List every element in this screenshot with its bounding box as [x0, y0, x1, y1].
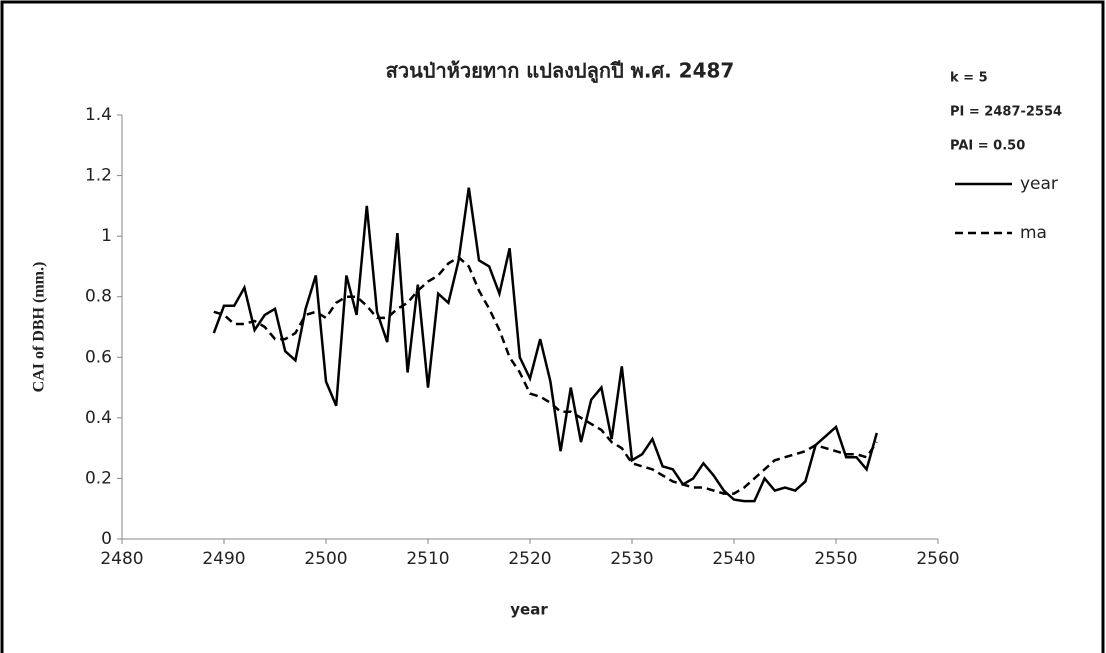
y-tick-label: 1: [101, 226, 112, 246]
x-tick-label: 2560: [916, 549, 959, 569]
series-line: [213, 255, 878, 495]
annotation: k = 5: [950, 71, 988, 86]
x-tick-label: 2480: [100, 549, 143, 569]
x-axis-label: year: [510, 601, 548, 619]
x-tick-label: 2520: [508, 549, 551, 569]
legend-label: year: [1020, 174, 1058, 194]
x-tick-label: 2490: [202, 549, 245, 569]
y-axis-label: CAI of DBH (mm.): [31, 262, 48, 393]
y-tick-label: 0.6: [85, 347, 112, 367]
y-tick-label: 0.2: [85, 468, 112, 488]
x-tick-label: 2530: [610, 549, 653, 569]
legend-label: ma: [1020, 223, 1047, 243]
x-tick-label: 2540: [712, 549, 755, 569]
y-tick-label: 0.4: [85, 408, 112, 428]
x-tick-label: 2500: [304, 549, 347, 569]
chart-title: สวนป่าห้วยทาก แปลงปลูกปี พ.ศ. 2487: [386, 59, 735, 85]
x-tick-label: 2550: [814, 549, 857, 569]
y-tick-label: 1.2: [85, 166, 112, 186]
annotation: PI = 2487-2554: [950, 105, 1062, 120]
y-tick-label: 1.4: [85, 105, 112, 125]
y-tick-label: 0: [101, 529, 112, 549]
series-line: [212, 187, 879, 503]
x-tick-label: 2510: [406, 549, 449, 569]
y-tick-label: 0.8: [85, 287, 112, 307]
annotation: PAI = 0.50: [950, 139, 1025, 154]
